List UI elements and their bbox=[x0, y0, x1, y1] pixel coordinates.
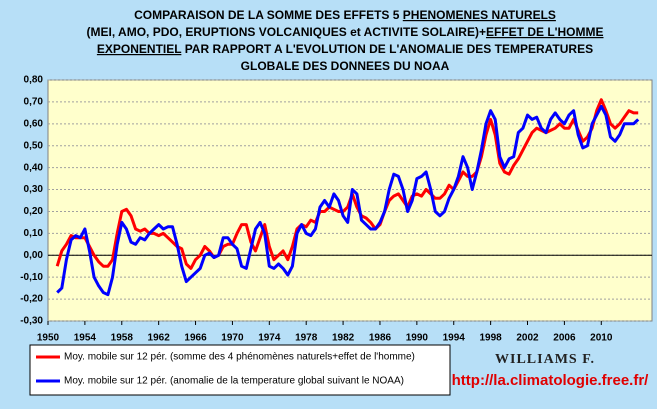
x-tick-label: 1978 bbox=[295, 333, 318, 344]
x-tick-label: 1998 bbox=[480, 333, 503, 344]
x-tick-label: 1986 bbox=[369, 333, 392, 344]
title-segment: GLOBALE DES DONNEES DU NOAA bbox=[241, 59, 450, 73]
chart-title: GLOBALE DES DONNEES DU NOAA bbox=[241, 59, 450, 73]
x-tick-label: 1982 bbox=[332, 333, 355, 344]
y-tick-label: -0,10 bbox=[20, 272, 43, 283]
x-tick-label: 1954 bbox=[74, 333, 97, 344]
y-tick-label: 0,10 bbox=[24, 228, 44, 239]
y-tick-label: 0,60 bbox=[24, 118, 44, 129]
y-tick-label: 0,50 bbox=[24, 140, 44, 151]
chart-title: EXPONENTIEL PAR RAPPORT A L'EVOLUTION DE… bbox=[97, 42, 593, 56]
x-tick-label: 1958 bbox=[111, 333, 134, 344]
legend bbox=[29, 344, 451, 396]
y-tick-label: 0,20 bbox=[24, 206, 44, 217]
x-tick-label: 2010 bbox=[590, 333, 613, 344]
y-tick-label: 0,30 bbox=[24, 184, 44, 195]
y-tick-label: 0,80 bbox=[24, 75, 44, 86]
y-tick-label: 0,00 bbox=[24, 250, 44, 261]
title-segment: PHENOMENES NATURELS bbox=[403, 8, 556, 22]
title-segment: PAR RAPPORT A L'EVOLUTION DE L'ANOMALIE … bbox=[181, 42, 593, 56]
series-line bbox=[55, 98, 639, 270]
y-tick-label: -0,30 bbox=[20, 316, 43, 327]
title-segment: (MEI, AMO, PDO, ERUPTIONS VOLCANIQUES et… bbox=[87, 25, 486, 39]
y-tick-label: 0,40 bbox=[24, 162, 44, 173]
url: http://la.climatologie.free.fr/ bbox=[452, 372, 650, 389]
y-tick-label: 0,70 bbox=[24, 97, 44, 108]
legend-label: Moy. mobile sur 12 pér. (somme des 4 phé… bbox=[64, 352, 415, 363]
x-tick-label: 1994 bbox=[443, 333, 466, 344]
x-tick-label: 1966 bbox=[184, 333, 207, 344]
x-tick-label: 1990 bbox=[406, 333, 429, 344]
watermark: WILLIAMS F. bbox=[495, 352, 595, 367]
x-tick-label: 2006 bbox=[553, 333, 576, 344]
x-tick-label: 1974 bbox=[258, 333, 281, 344]
x-tick-label: 1950 bbox=[37, 333, 60, 344]
title-segment: EXPONENTIEL bbox=[97, 42, 181, 56]
x-tick-label: 1962 bbox=[148, 333, 171, 344]
x-tick-label: 2002 bbox=[516, 333, 539, 344]
title-segment: EFFET DE L'HOMME bbox=[486, 25, 604, 39]
y-tick-label: -0,20 bbox=[20, 294, 43, 305]
series-line bbox=[56, 104, 640, 297]
legend-label: Moy. mobile sur 12 pér. (anomalie de la … bbox=[64, 376, 404, 387]
chart-title: (MEI, AMO, PDO, ERUPTIONS VOLCANIQUES et… bbox=[87, 25, 604, 39]
chart-title: COMPARAISON DE LA SOMME DES EFFETS 5 PHE… bbox=[134, 8, 556, 22]
title-segment: COMPARAISON DE LA SOMME DES EFFETS 5 bbox=[134, 8, 403, 22]
x-tick-label: 1970 bbox=[221, 333, 244, 344]
